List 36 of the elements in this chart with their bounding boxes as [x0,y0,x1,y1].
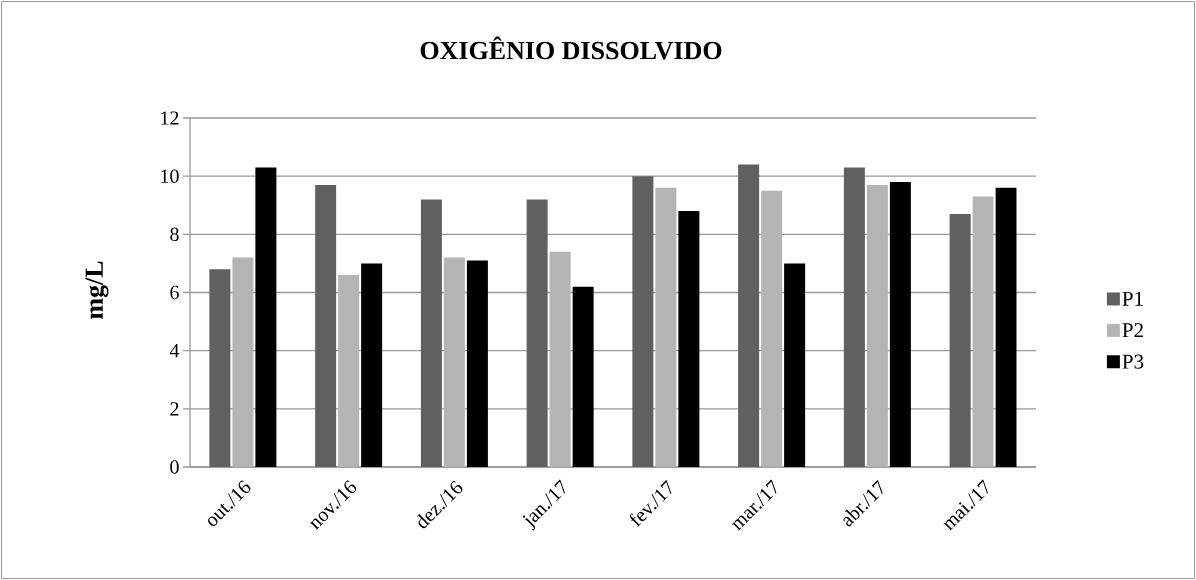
legend-label: P1 [1122,291,1143,306]
bar [466,260,488,467]
bar [761,190,783,467]
bar [843,167,865,467]
chart-title: OXIGÊNIO DISSOLVIDO [420,36,722,60]
bar [866,184,888,467]
bar [420,199,442,467]
y-tick-label: 0 [170,460,179,474]
bar [209,269,231,467]
bar [255,167,277,467]
legend-label: P3 [1122,354,1144,369]
bar [678,211,700,467]
bar [232,257,254,467]
y-tick-label: 10 [161,169,179,183]
bar [361,263,383,467]
bar [632,176,654,467]
bar [784,263,806,467]
y-tick-label: 4 [169,344,180,358]
y-tick-label: 8 [170,227,179,242]
bar [972,196,994,467]
bar [549,251,571,467]
y-tick-label: 6 [170,285,179,300]
bar [889,181,911,467]
bar [655,187,677,467]
legend-label: P2 [1122,323,1143,338]
y-axis-title: mg/L [85,261,109,319]
bar [526,199,548,467]
bar [949,213,971,467]
bar [995,187,1017,467]
y-tick-label: 2 [170,402,179,416]
bar [443,257,465,467]
y-tick-label: 12 [161,111,179,125]
bar [315,184,337,467]
bar [572,286,594,467]
bar [338,275,360,467]
bar [738,164,760,467]
